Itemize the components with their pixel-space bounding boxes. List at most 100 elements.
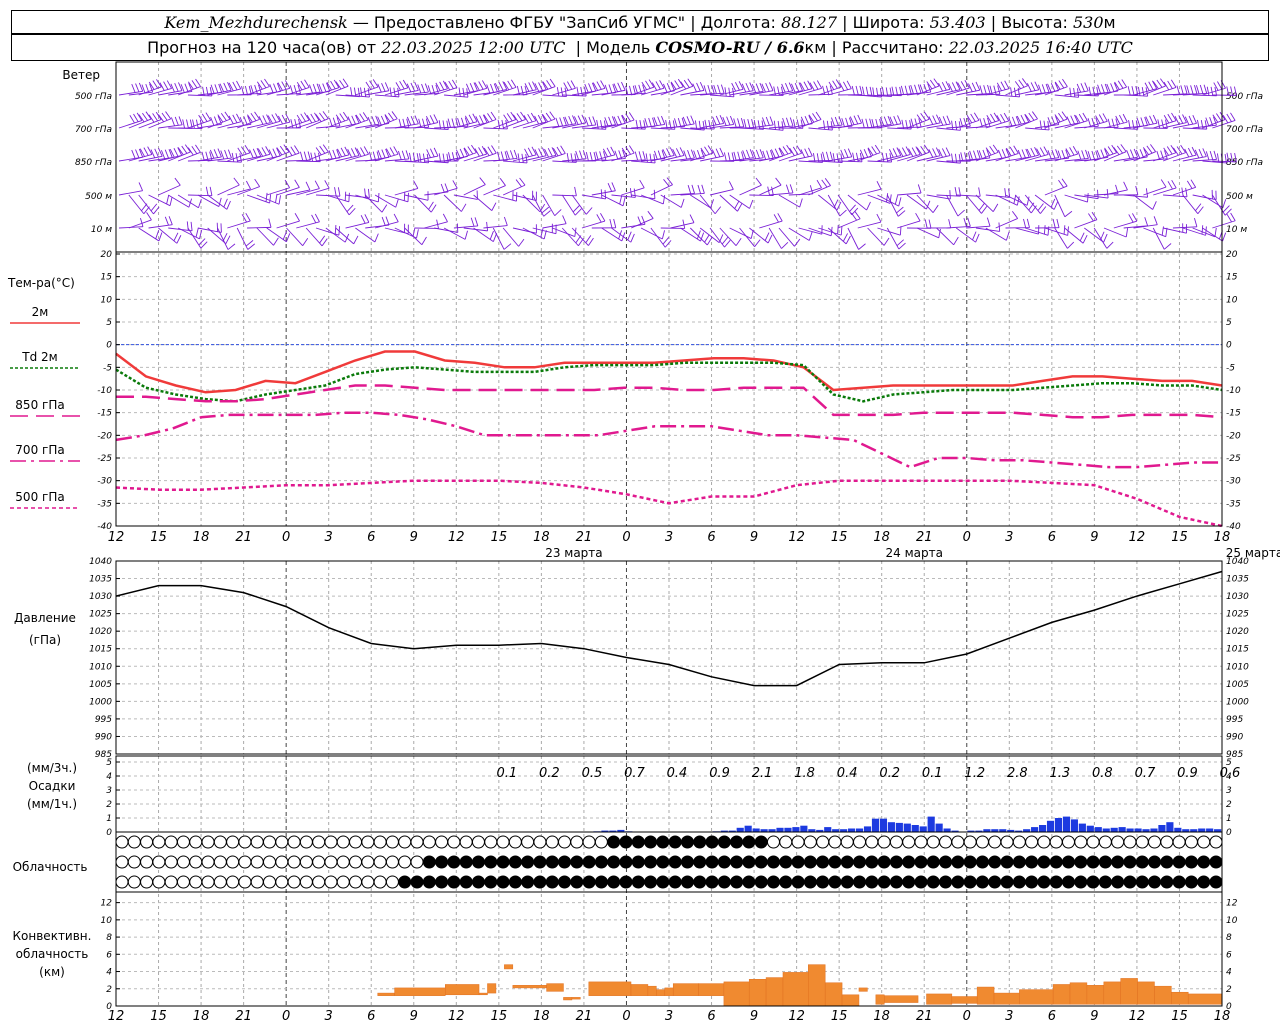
wind-barb-flag [515,179,522,187]
wind-barb-flag [708,119,711,129]
wind-barb-flag [1209,150,1214,160]
wind-barb-flag [564,116,569,126]
wind-barb-flag [997,85,1001,95]
precip-bar [919,826,927,832]
cloud-symbol [459,835,473,849]
wind-barb-flag [996,82,1002,91]
precip-total-label: 0.9 [1177,766,1198,781]
wind-barb-flag [958,121,961,131]
wind-barb-flag [726,116,731,126]
wind-barb-flag [241,85,245,95]
wind-barb-flag [596,214,602,223]
wind-barb-flag [838,116,843,126]
precip-bar [999,829,1007,832]
cloud-symbol [1074,875,1088,889]
wind-barb-flag [859,152,863,162]
wind-barb-flag [987,84,991,94]
wind-barb-flag [541,147,547,156]
wind-barb-flag [403,191,406,201]
wind-barb-flag [138,148,144,158]
wind-barb-flag [551,147,557,156]
wind-barb-flag [1161,119,1164,129]
wind-barb-flag [1040,206,1047,214]
wind-barb-flag [773,120,776,130]
wind-barb-flag [296,81,303,91]
precip-bar [1214,829,1222,832]
wind-barb-flag [314,180,320,189]
wind-barb-flag [778,147,784,157]
wind-barb [729,227,752,239]
wind-barb-flag [1163,115,1170,124]
precip-tick-right: 2 [1226,800,1232,810]
cloud-symbol [865,855,879,869]
wind-barb-flag [520,111,526,120]
wind-barb-flag [603,151,607,161]
cloud-symbol [299,835,313,849]
wind-barb-flag [1117,80,1124,89]
cloud-symbol [840,875,854,889]
wind-barb-flag [464,115,471,124]
wind-barb-flag [487,113,493,122]
time-tick-label: 18 [1214,530,1231,545]
wind-barb-flag [227,81,232,91]
wind-barb-flag [278,195,281,205]
cloud-symbol [926,835,940,849]
wind-barb-flag [254,111,260,120]
wind-barb-flag [1120,144,1127,152]
time-tick-label: 3 [1005,530,1013,545]
wind-barb-flag [704,234,710,243]
wind-barb-flag [328,150,333,160]
precip-total-label: 1.3 [1050,766,1071,781]
cloud-symbol [570,875,584,889]
cloud-symbol [250,855,264,869]
wind-barb-flag [187,147,194,156]
wind-barb-flag [417,84,422,94]
wind-barb [660,194,682,208]
wind-barb-flag [1106,189,1109,199]
cloud-symbol [349,855,363,869]
wind-barb-flag [315,147,322,156]
temp-tick-left: 15 [101,273,113,283]
wind-barb-flag [362,112,369,121]
wind-barb-flag [365,81,372,90]
pressure-tick-left: 1005 [89,680,112,690]
wind-barb-flag [309,84,313,94]
cloud-symbol [754,875,768,889]
wind-barb [266,187,290,196]
wind-barb-flag [279,145,286,154]
wind-barb-flag [745,82,750,92]
wind-barb [955,227,976,243]
wind-barb-flag [645,80,651,89]
wind-barb-flag [217,148,222,158]
cloud-symbol [508,875,522,889]
cloud-symbol [1000,855,1014,869]
temp-tick-right: -35 [1226,499,1241,509]
wind-barb-flag [769,150,774,159]
wind-barb-flag [842,81,849,90]
conv-bar [993,992,1020,1005]
conv-bar [656,989,666,996]
wind-barb-flag [617,82,622,92]
wind-barb-flag [1126,149,1131,159]
cloud-symbol [705,855,719,869]
wind-barb-flag [720,84,725,94]
cloud-symbol [668,875,682,889]
wind-barb-flag [876,181,882,190]
precip-bar [1007,829,1015,832]
wind-barb-flag [1055,116,1060,125]
wind-barb-flag [1139,149,1144,158]
cloud-symbol [263,875,277,889]
precip-bar [752,828,760,832]
precip-bar [1054,818,1063,832]
temp-tick-left: -20 [97,431,112,441]
wind-barb-flag [451,79,458,88]
conv-bar [698,983,725,996]
wind-barb-flag [468,114,474,123]
precip-bar [1206,828,1214,832]
wind-barb-flag [1116,145,1123,154]
wind-barb-flag [1185,187,1188,197]
wind-barb-flag [1052,218,1056,228]
wind-barb [246,153,271,162]
wind-barb-flag [985,147,992,156]
cloud-symbol [496,835,510,849]
